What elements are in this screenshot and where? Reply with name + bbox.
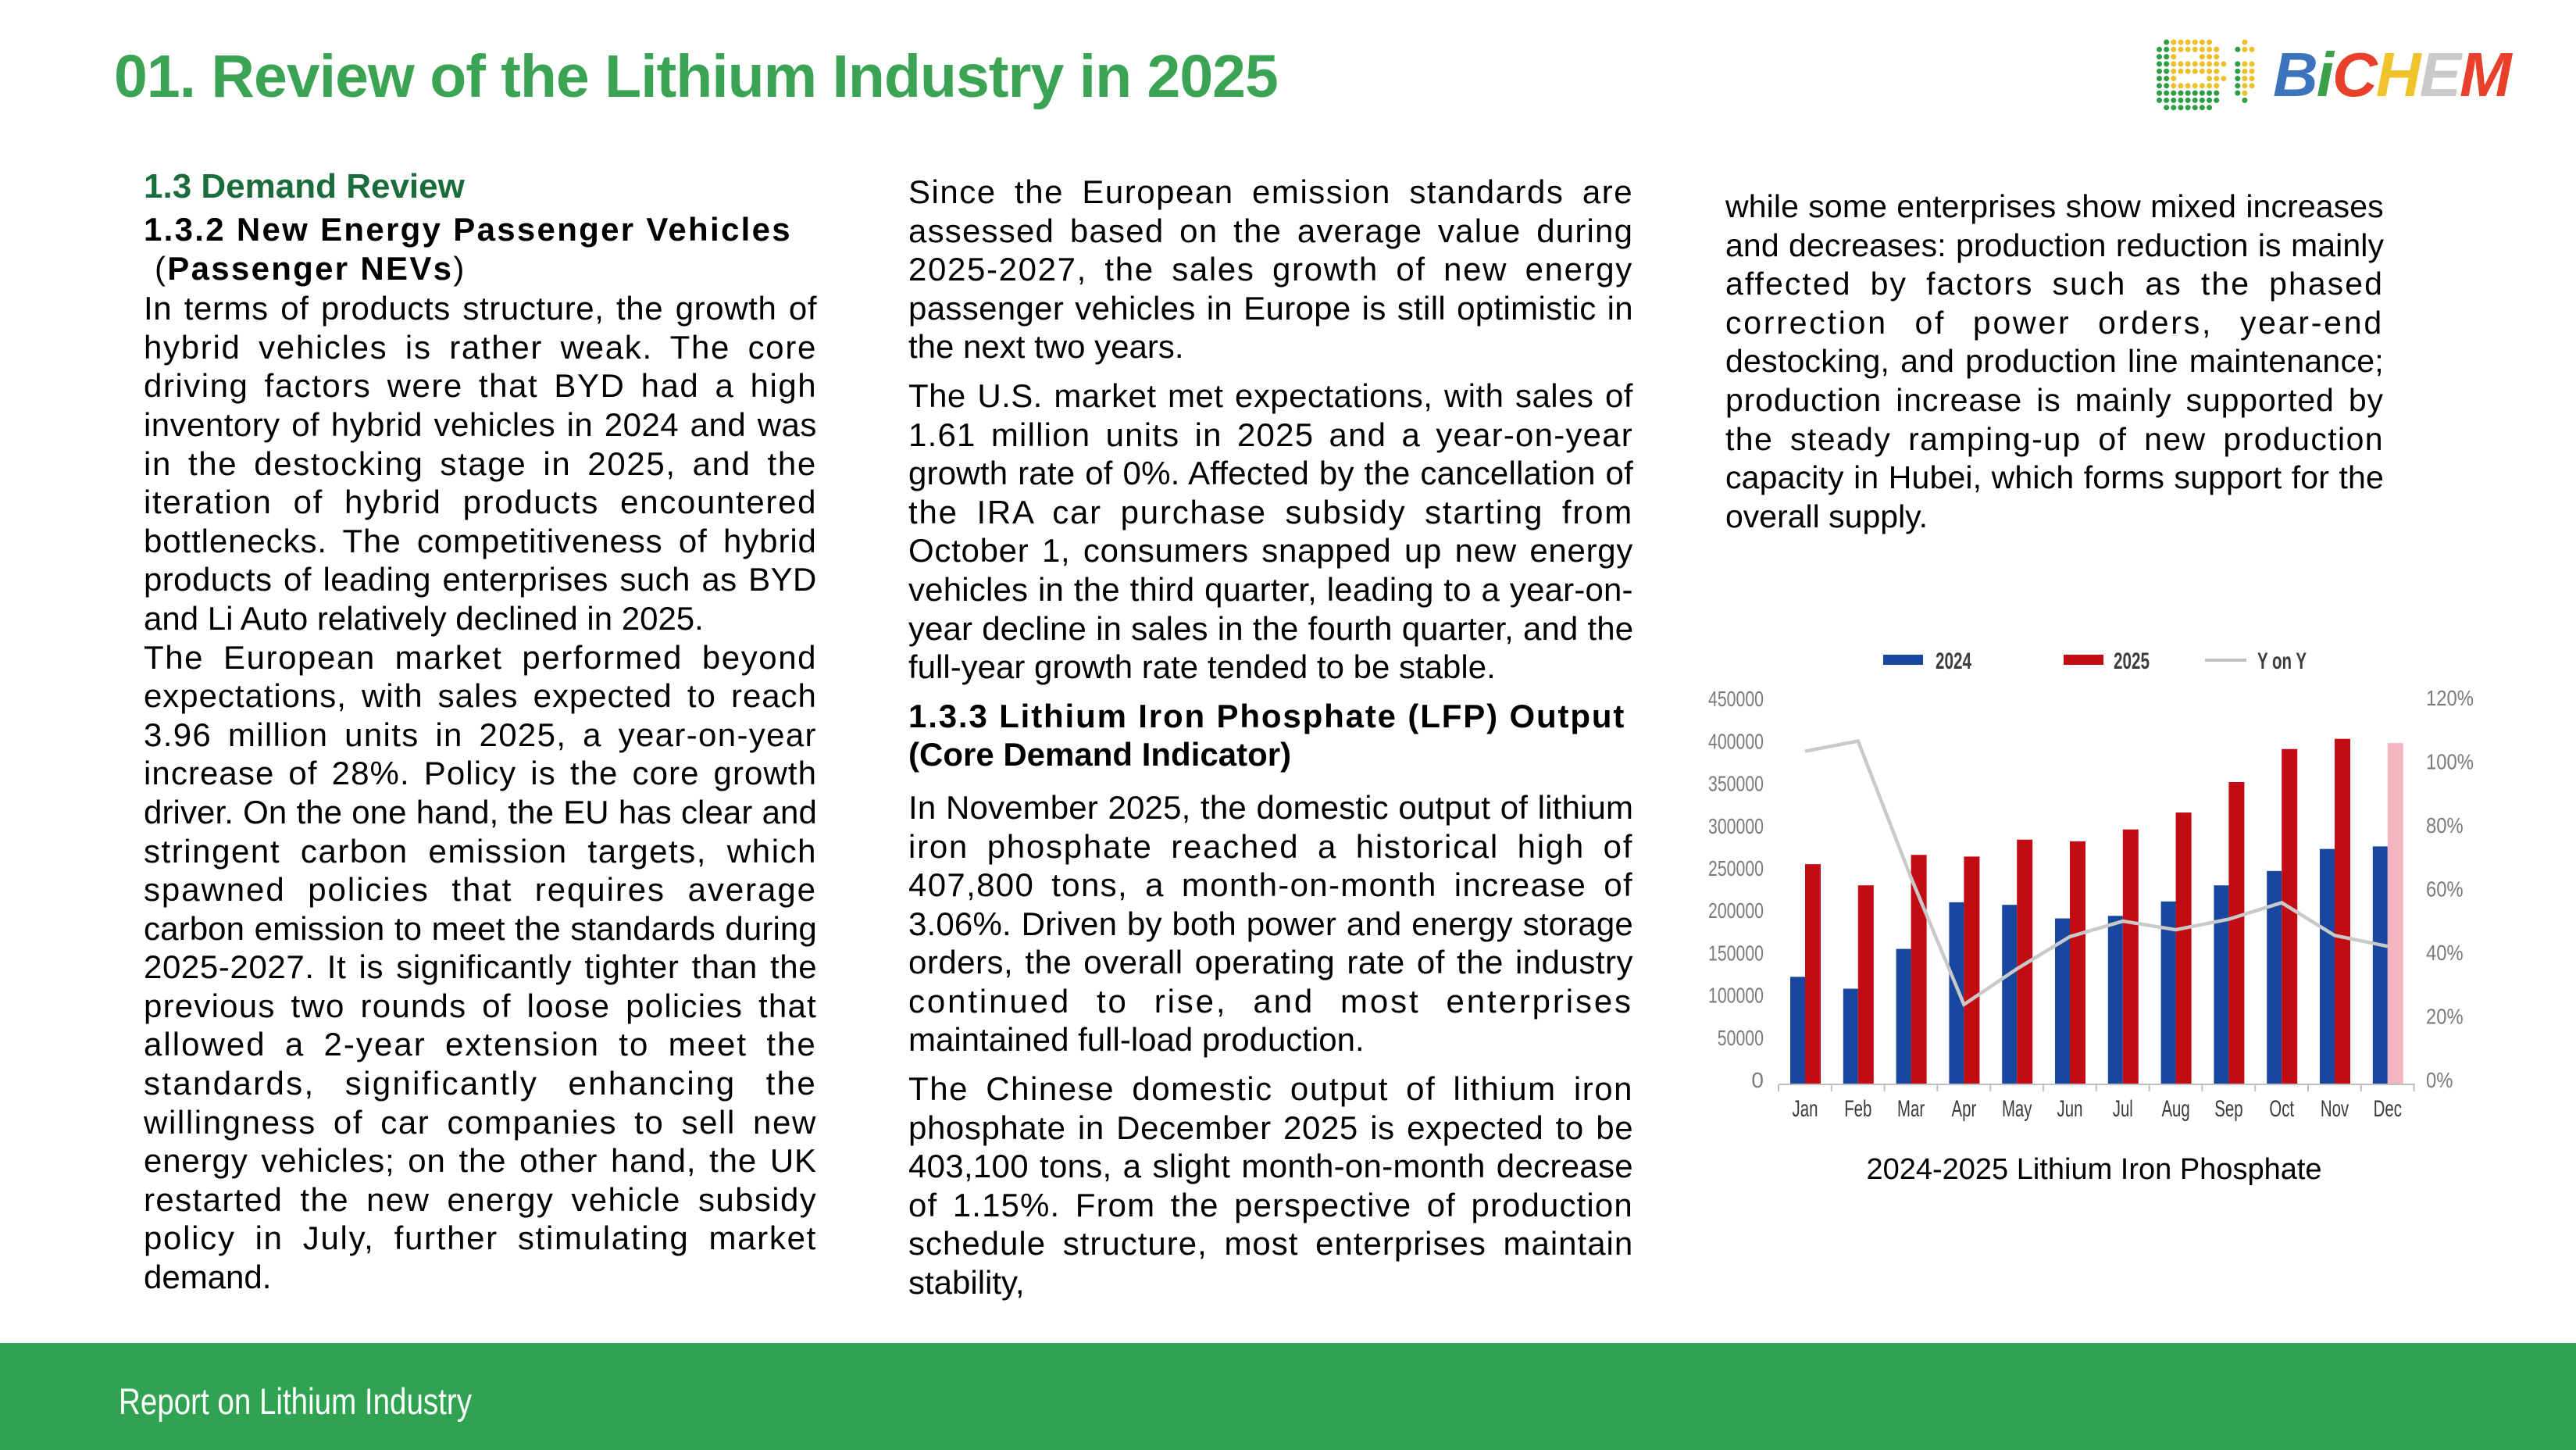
svg-text:Nov: Nov <box>2321 1096 2349 1122</box>
svg-text:Aug: Aug <box>2161 1096 2189 1122</box>
svg-text:Dec: Dec <box>2374 1096 2402 1122</box>
svg-text:Y on Y: Y on Y <box>2257 648 2307 674</box>
svg-text:20%: 20% <box>2426 1005 2464 1029</box>
svg-text:2024-2025 Lithium Iron Phospha: 2024-2025 Lithium Iron Phosphate <box>1866 1153 2321 1186</box>
svg-text:100%: 100% <box>2426 750 2474 774</box>
svg-text:Oct: Oct <box>2269 1096 2294 1122</box>
svg-text:200000: 200000 <box>1708 898 1764 923</box>
svg-text:40%: 40% <box>2426 941 2464 965</box>
svg-text:120%: 120% <box>2426 686 2474 710</box>
svg-text:350000: 350000 <box>1708 772 1764 796</box>
svg-text:2025: 2025 <box>2114 648 2150 674</box>
svg-text:150000: 150000 <box>1708 941 1764 965</box>
svg-text:0%: 0% <box>2426 1068 2453 1092</box>
svg-text:Jul: Jul <box>2113 1096 2133 1122</box>
svg-text:2024: 2024 <box>1936 648 1971 674</box>
svg-text:Jan: Jan <box>1793 1096 1818 1122</box>
svg-text:300000: 300000 <box>1708 814 1764 838</box>
svg-text:May: May <box>2002 1096 2032 1122</box>
svg-text:Apr: Apr <box>1952 1096 1977 1122</box>
svg-text:Feb: Feb <box>1844 1096 1871 1122</box>
svg-text:Jun: Jun <box>2057 1096 2083 1122</box>
svg-text:80%: 80% <box>2426 813 2464 838</box>
svg-text:Sep: Sep <box>2214 1096 2242 1122</box>
svg-text:Mar: Mar <box>1897 1096 1925 1122</box>
svg-text:100000: 100000 <box>1708 984 1764 1008</box>
svg-text:450000: 450000 <box>1708 687 1764 711</box>
svg-text:400000: 400000 <box>1708 729 1764 753</box>
svg-text:0: 0 <box>1751 1068 1764 1092</box>
svg-text:250000: 250000 <box>1708 856 1764 880</box>
svg-text:50000: 50000 <box>1718 1026 1764 1050</box>
svg-text:60%: 60% <box>2426 877 2464 902</box>
